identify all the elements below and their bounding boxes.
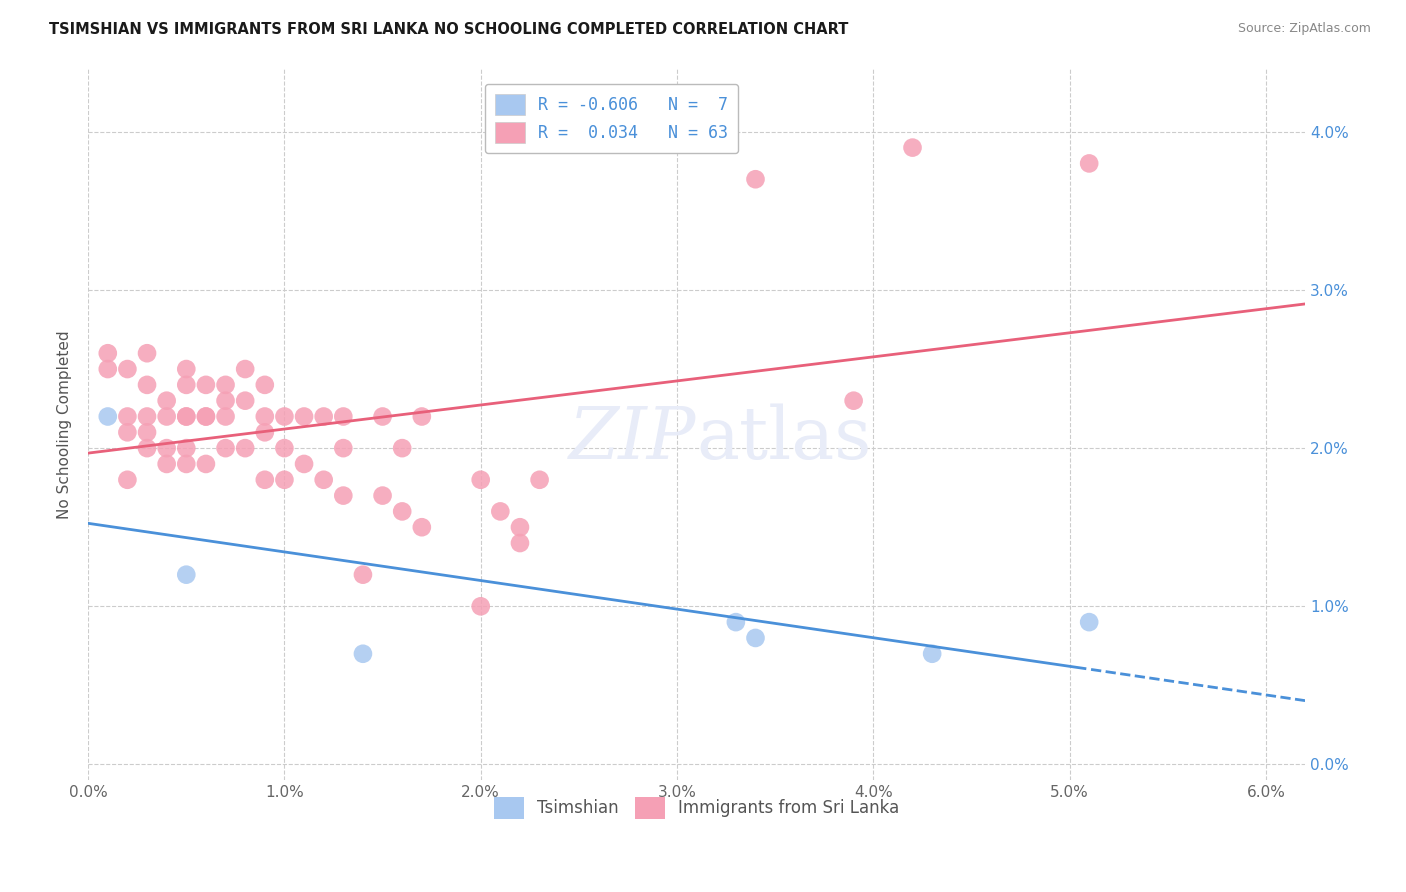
Point xyxy=(136,425,159,440)
Point xyxy=(391,441,413,455)
Text: Source: ZipAtlas.com: Source: ZipAtlas.com xyxy=(1237,22,1371,36)
Point xyxy=(174,441,197,455)
Point xyxy=(332,489,354,503)
Point xyxy=(194,377,217,392)
Point xyxy=(174,377,197,392)
Point xyxy=(253,425,276,440)
Point xyxy=(253,409,276,424)
Point xyxy=(273,441,295,455)
Text: ZIP: ZIP xyxy=(569,403,696,474)
Point xyxy=(292,409,315,424)
Point xyxy=(156,393,179,408)
Point xyxy=(174,457,197,471)
Point xyxy=(174,409,197,424)
Point xyxy=(117,425,139,440)
Point xyxy=(921,647,943,661)
Point xyxy=(391,504,413,518)
Point xyxy=(411,520,433,534)
Point xyxy=(136,441,159,455)
Point xyxy=(97,346,120,360)
Text: atlas: atlas xyxy=(696,403,872,474)
Point xyxy=(117,473,139,487)
Point xyxy=(470,473,492,487)
Point xyxy=(744,631,766,645)
Point xyxy=(174,567,197,582)
Point xyxy=(117,409,139,424)
Text: TSIMSHIAN VS IMMIGRANTS FROM SRI LANKA NO SCHOOLING COMPLETED CORRELATION CHART: TSIMSHIAN VS IMMIGRANTS FROM SRI LANKA N… xyxy=(49,22,849,37)
Point xyxy=(174,362,197,376)
Point xyxy=(194,409,217,424)
Point xyxy=(214,377,236,392)
Point xyxy=(744,172,766,186)
Point xyxy=(273,409,295,424)
Point xyxy=(136,346,159,360)
Point xyxy=(509,520,531,534)
Y-axis label: No Schooling Completed: No Schooling Completed xyxy=(58,330,72,519)
Point xyxy=(842,393,865,408)
Point xyxy=(136,409,159,424)
Point xyxy=(194,457,217,471)
Point xyxy=(233,362,256,376)
Point xyxy=(136,377,159,392)
Point xyxy=(371,409,394,424)
Point xyxy=(529,473,551,487)
Point xyxy=(371,489,394,503)
Point xyxy=(117,362,139,376)
Point xyxy=(489,504,512,518)
Point xyxy=(156,441,179,455)
Point xyxy=(1078,615,1101,629)
Point xyxy=(156,457,179,471)
Point xyxy=(253,473,276,487)
Point xyxy=(292,457,315,471)
Point xyxy=(509,536,531,550)
Point xyxy=(312,409,335,424)
Point xyxy=(97,409,120,424)
Point xyxy=(411,409,433,424)
Point xyxy=(156,409,179,424)
Point xyxy=(194,409,217,424)
Point xyxy=(470,599,492,614)
Point xyxy=(174,409,197,424)
Point xyxy=(97,362,120,376)
Point xyxy=(214,409,236,424)
Point xyxy=(1078,156,1101,170)
Point xyxy=(253,377,276,392)
Point xyxy=(233,393,256,408)
Point xyxy=(214,441,236,455)
Point xyxy=(332,441,354,455)
Point xyxy=(214,393,236,408)
Point xyxy=(332,409,354,424)
Point xyxy=(233,441,256,455)
Legend: Tsimshian, Immigrants from Sri Lanka: Tsimshian, Immigrants from Sri Lanka xyxy=(486,790,907,825)
Point xyxy=(312,473,335,487)
Point xyxy=(352,567,374,582)
Point xyxy=(352,647,374,661)
Point xyxy=(273,473,295,487)
Point xyxy=(724,615,747,629)
Point xyxy=(901,140,924,154)
